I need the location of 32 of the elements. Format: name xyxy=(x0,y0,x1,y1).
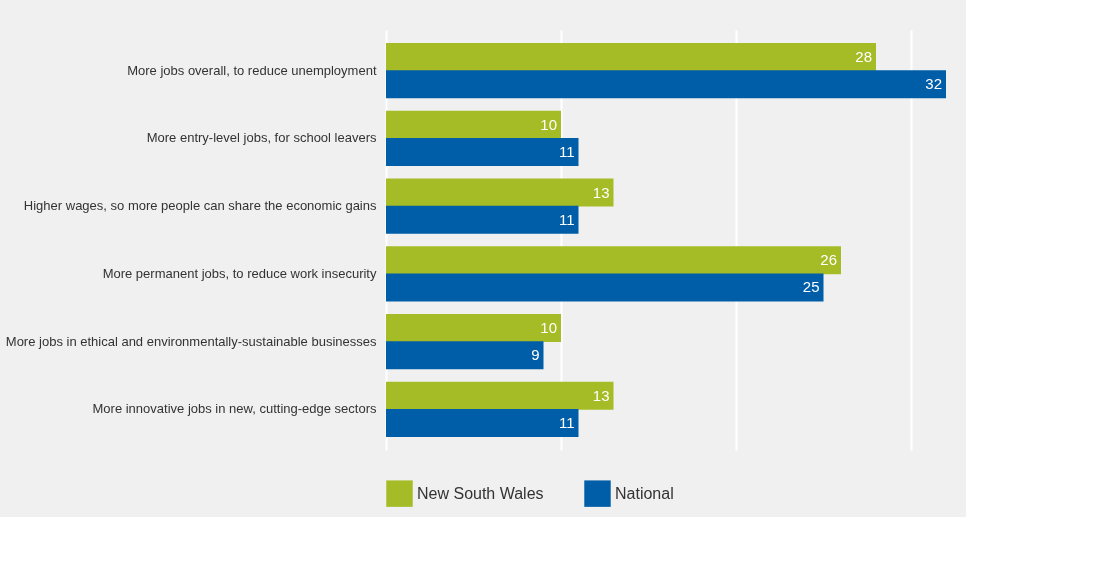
data-label: 13 xyxy=(592,183,610,201)
bar xyxy=(386,137,579,166)
bar xyxy=(386,273,824,302)
data-label: 11 xyxy=(558,142,575,160)
data-label: 25 xyxy=(802,278,820,296)
legend-label: New South Wales xyxy=(417,484,544,502)
data-label: 26 xyxy=(820,251,837,269)
bar xyxy=(386,408,579,437)
bar xyxy=(386,43,876,72)
data-label: 10 xyxy=(540,319,557,337)
y-tick-label: More entry-level jobs, for school leavers xyxy=(146,130,377,146)
data-label: 28 xyxy=(855,48,872,66)
bar xyxy=(386,381,614,410)
bar xyxy=(386,246,841,275)
y-tick-label: More innovative jobs in new, cutting-edge sectors xyxy=(92,401,377,417)
y-tick-label: More permanent jobs, to reduce work insecurity xyxy=(102,265,377,281)
y-tick-label: Higher wages, so more people can share the economic gains xyxy=(23,198,377,214)
bar xyxy=(386,205,579,234)
bar xyxy=(386,110,561,139)
legend-label: National xyxy=(615,484,674,502)
data-label: 10 xyxy=(540,115,557,133)
data-label: 11 xyxy=(558,413,575,431)
data-label: 13 xyxy=(592,386,610,404)
bar xyxy=(386,70,946,99)
y-tick-label: More jobs overall, to reduce unemployment xyxy=(127,62,377,78)
bar xyxy=(386,314,561,343)
bar xyxy=(386,178,614,207)
bar xyxy=(386,341,544,370)
data-label: 9 xyxy=(531,346,540,364)
data-label: 32 xyxy=(925,75,942,93)
data-label: 11 xyxy=(558,210,575,228)
y-tick-label: More jobs in ethical and environmentally-sustainable businesses xyxy=(5,333,377,349)
